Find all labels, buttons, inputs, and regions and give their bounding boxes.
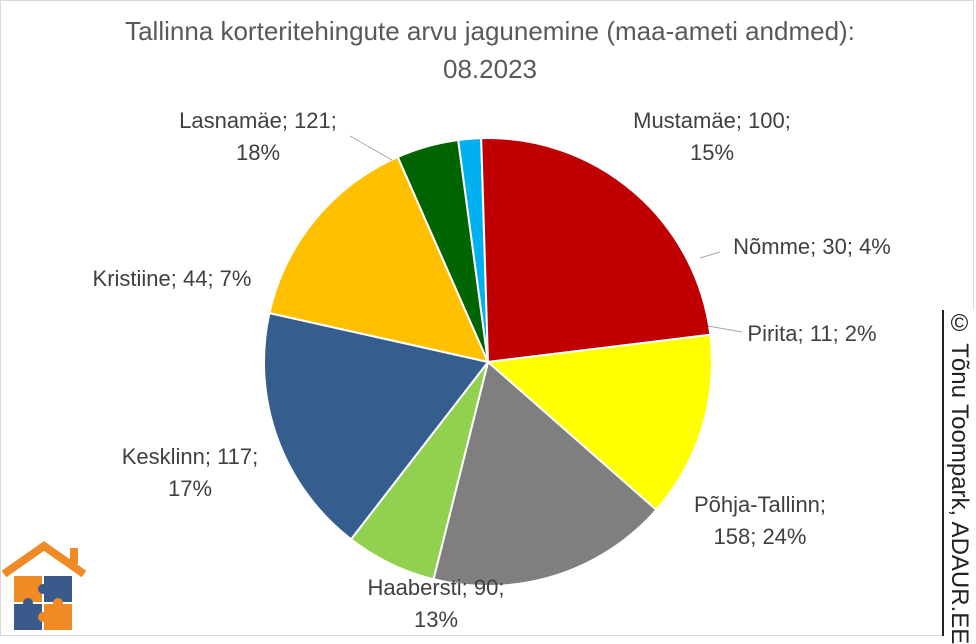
pie-slice-mustamäe: [268, 155, 490, 364]
credit-text: © Tõnu Toompark, ADAUR.EE: [946, 310, 973, 644]
leader-line: [707, 325, 743, 333]
pie-slice-põhja-tallinn: [480, 137, 712, 364]
leader-line: [349, 135, 393, 161]
data-label-lasnamäe: Lasnamäe; 121; 18%: [179, 108, 337, 165]
data-label-mustamäe: Mustamäe; 100; 15%: [633, 108, 791, 165]
data-label-põhja-tallinn: Põhja-Tallinn; 158; 24%: [694, 492, 826, 549]
chart-title: Tallinna korteritehingute arvu jagunemin…: [125, 16, 855, 84]
pie-slice-kesklinn: [432, 360, 658, 587]
pie-slice-lasnamäe: [262, 311, 490, 541]
adaur-logo-icon: [1, 541, 87, 630]
data-label-kesklinn: Kesklinn; 117; 17%: [122, 444, 259, 501]
pie-slice-haabersti: [485, 333, 713, 512]
data-label-haabersti: Haabersti; 90; 13%: [368, 575, 505, 632]
data-label-pirita: Pirita; 11; 2%: [747, 321, 876, 346]
data-label-nõmme: Nõmme; 30; 4%: [733, 234, 891, 259]
copyright-credit: © Tõnu Toompark, ADAUR.EE: [942, 310, 974, 644]
data-label-kristiine: Kristiine; 44; 7%: [93, 266, 252, 291]
leader-line: [699, 251, 721, 259]
